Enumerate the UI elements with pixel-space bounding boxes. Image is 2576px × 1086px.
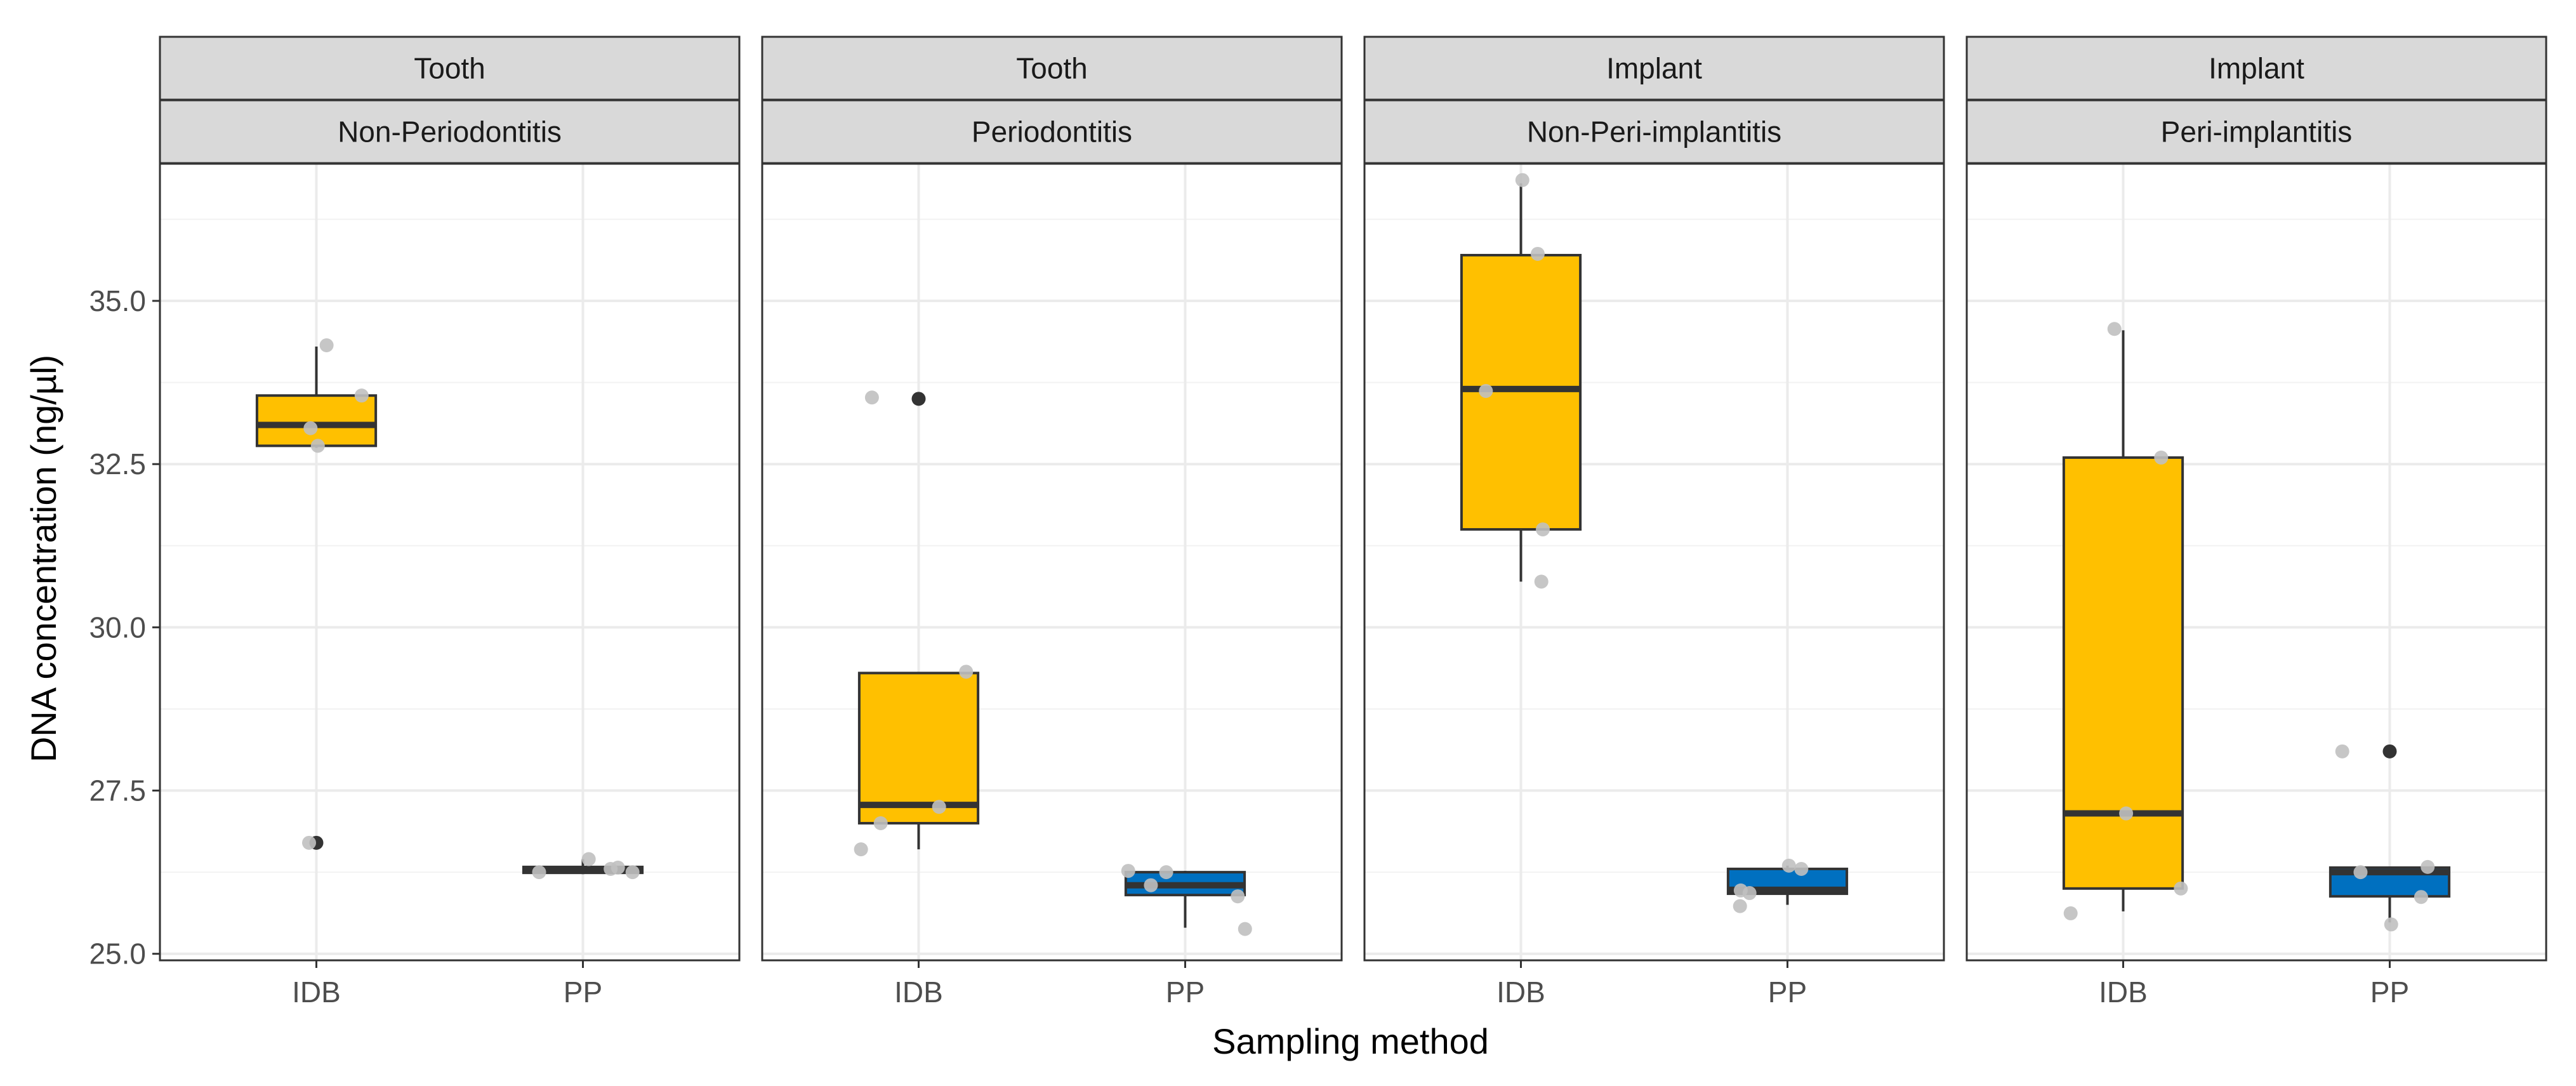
data-point [2119, 806, 2134, 821]
x-tick-label: IDB [1496, 976, 1545, 1009]
data-point [611, 860, 625, 875]
data-point [854, 842, 868, 857]
outlier-point [911, 392, 926, 406]
data-point [1530, 246, 1545, 261]
x-tick-label: IDB [894, 976, 943, 1009]
facet-strip-bottom-label: Non-Peri-implantitis [1527, 116, 1781, 149]
box-pp [1124, 871, 1246, 928]
data-point [932, 800, 946, 814]
data-point [1144, 878, 1158, 892]
data-point [302, 835, 317, 850]
box-idb [2062, 330, 2184, 911]
panel-border [159, 162, 741, 962]
data-point [1534, 574, 1549, 589]
data-point [959, 665, 974, 679]
box-iqr [255, 394, 378, 447]
x-tick-label: PP [1768, 976, 1807, 1009]
x-tick-label: PP [1166, 976, 1205, 1009]
data-point [354, 388, 369, 403]
box-idb [857, 392, 980, 850]
y-axis-title: DNA concentration (ng/µl) [23, 355, 63, 762]
data-point [2414, 890, 2428, 904]
facet-panel: Implant Non-Peri-implantitis IDB PP [1363, 36, 1945, 1009]
data-point [1515, 173, 1529, 187]
facet-strip-top [1965, 36, 2547, 101]
panel-border [1363, 162, 1945, 962]
data-point [303, 421, 318, 435]
y-tick-label: 25.0 [89, 937, 146, 970]
y-tick-label: 27.5 [89, 774, 146, 807]
box-iqr [2062, 456, 2184, 890]
data-point [2384, 917, 2398, 932]
data-point [1742, 886, 1757, 901]
data-point [873, 816, 888, 830]
facet-panel: Tooth Non-Periodontitis IDB PP [159, 36, 741, 1009]
y-tick-label: 35.0 [89, 284, 146, 317]
facet-strip-bottom-label: Non-Periodontitis [338, 116, 562, 149]
data-point [1733, 899, 1747, 913]
data-point [1794, 861, 1809, 876]
data-point [864, 390, 879, 405]
facet-panel: Tooth Periodontitis IDB PP [761, 36, 1343, 1009]
data-point [1159, 865, 1173, 880]
x-tick-label: PP [2370, 976, 2409, 1009]
data-point [310, 439, 325, 453]
x-tick-label: PP [564, 976, 602, 1009]
facet-strip-top-label: Implant [2209, 52, 2304, 85]
facet-strip-top-label: Tooth [414, 52, 485, 85]
data-point [1231, 889, 1245, 904]
x-tick-label: IDB [2099, 976, 2148, 1009]
data-point [1238, 922, 1252, 936]
data-point [1781, 858, 1796, 873]
facet-strip-top [761, 36, 1343, 101]
data-point [625, 865, 640, 880]
data-point [319, 338, 334, 352]
x-axis-title: Sampling method [1212, 1021, 1489, 1061]
facet-strip-bottom [761, 99, 1343, 164]
facet-strip-top [1363, 36, 1945, 101]
panel-background [762, 164, 1342, 960]
y-tick-label: 32.5 [89, 447, 146, 480]
data-point [1479, 383, 1493, 398]
panel-border [761, 162, 1343, 962]
panel-background [1967, 164, 2546, 960]
panel-background [1364, 164, 1944, 960]
panel-background [160, 164, 739, 960]
data-point [2353, 865, 2368, 880]
data-point [2421, 859, 2435, 874]
data-point [1536, 522, 1550, 537]
facet-strip-bottom [1363, 99, 1945, 164]
data-point [2174, 881, 2188, 896]
outlier-point [2382, 744, 2397, 758]
data-point [2154, 450, 2169, 465]
facet-panel: Implant Peri-implantitis IDB PP [1965, 36, 2547, 1009]
data-point [2063, 906, 2078, 920]
y-tick-label: 30.0 [89, 611, 146, 644]
facet-strip-top-label: Tooth [1016, 52, 1088, 85]
facet-strip-bottom [159, 99, 741, 164]
data-point [2335, 744, 2349, 758]
panel-border [1965, 162, 2547, 962]
facet-strip-bottom-label: Peri-implantitis [2161, 116, 2353, 149]
box-iqr [857, 672, 980, 824]
facet-strip-bottom-label: Periodontitis [972, 116, 1132, 149]
x-tick-label: IDB [292, 976, 341, 1009]
data-point [532, 865, 546, 880]
facet-strip-top-label: Implant [1606, 52, 1702, 85]
facet-strip-bottom [1965, 99, 2547, 164]
data-point [2107, 322, 2122, 336]
data-point [1121, 864, 1135, 878]
data-point [581, 852, 596, 866]
facet-strip-top [159, 36, 741, 101]
